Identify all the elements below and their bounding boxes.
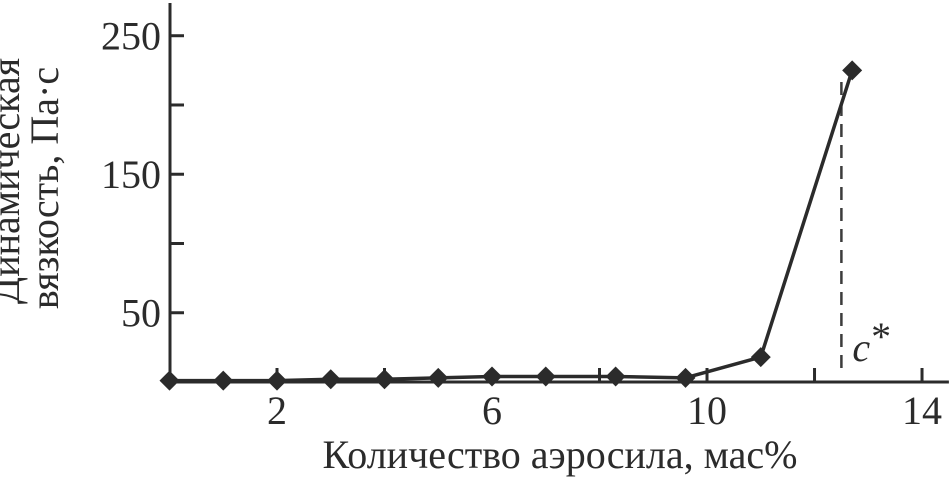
y-tick-label: 150: [101, 152, 161, 197]
series-line: [169, 69, 854, 383]
data-point-marker: [750, 347, 771, 368]
chart-plot-area: 2 6 10 14 50 150 250 c*: [101, 3, 949, 433]
data-point-marker: [159, 370, 180, 391]
critical-concentration-label: c*: [852, 314, 891, 370]
x-tick-label: 14: [902, 388, 942, 433]
data-point-marker: [374, 369, 395, 390]
data-point-marker: [267, 370, 288, 391]
y-tick-label: 50: [121, 291, 161, 336]
x-tick-label: 2: [267, 388, 287, 433]
x-tick-label: 6: [482, 388, 502, 433]
data-point-marker: [842, 60, 863, 81]
data-point-marker: [320, 369, 341, 390]
data-point-marker: [213, 370, 234, 391]
data-point-marker: [605, 366, 626, 387]
data-point-marker: [675, 367, 696, 388]
x-tick-label: 10: [687, 388, 727, 433]
data-point-marker: [535, 366, 556, 387]
y-axis-title-line1: Динамическая: [0, 58, 28, 304]
y-tick-label: 250: [101, 14, 161, 59]
x-axis-title: Количество аэросила, мас%: [323, 432, 798, 477]
data-point-marker: [428, 367, 449, 388]
data-point-marker: [482, 366, 503, 387]
y-axis-title-line2: вязкость, Па·с: [22, 67, 67, 309]
